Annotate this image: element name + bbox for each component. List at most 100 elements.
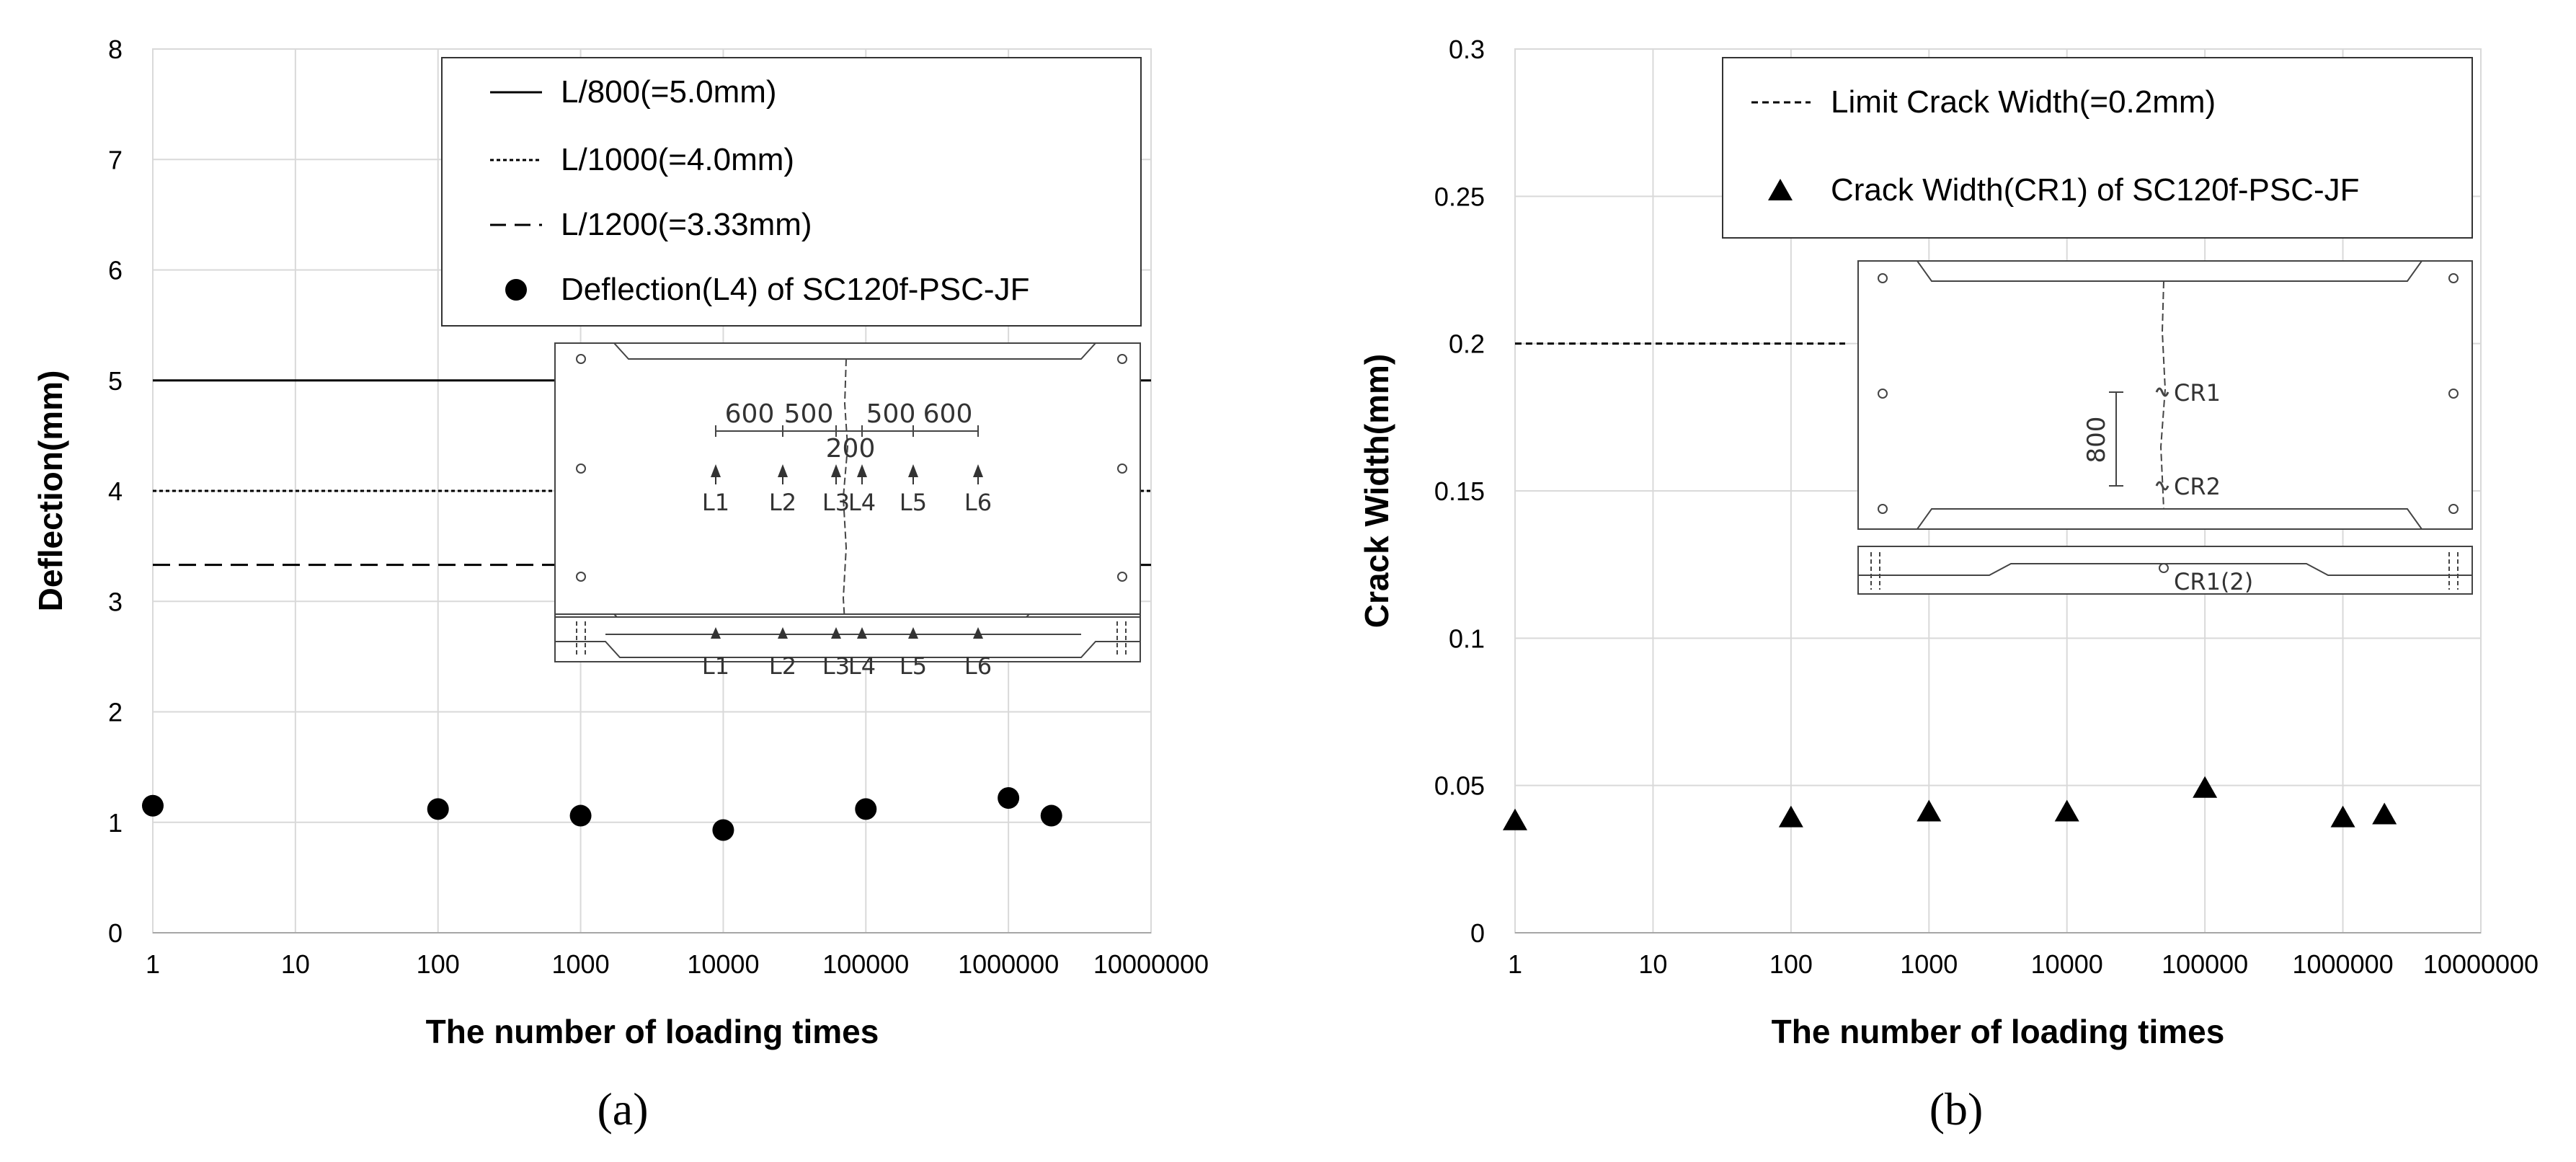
joint-line — [2159, 280, 2167, 510]
y-tick-labels-a: 0 1 2 3 4 5 6 7 8 — [108, 35, 123, 948]
sensor-arrow-icon — [831, 627, 841, 639]
x-tick-label: 1 — [1508, 949, 1522, 979]
anchor-hole-icon — [1117, 464, 1127, 474]
x-tick-label: 100 — [417, 949, 460, 979]
legend-entry-l1200: L/1200(=3.33mm) — [561, 207, 812, 242]
sensor-label: L4 — [848, 652, 876, 680]
sensor-label: L2 — [769, 652, 796, 680]
gauge-label-cr1: CR1 — [2174, 379, 2221, 407]
sensor-markers-plan — [711, 464, 983, 484]
x-axis-title-b: The number of loading times — [1772, 1013, 2225, 1050]
dimension-label: 500 — [866, 399, 916, 429]
x-tick-label: 10000000 — [2423, 949, 2539, 979]
slab-top-edge — [555, 342, 1140, 360]
anchor-hole-icon — [2448, 273, 2459, 283]
dimension-label: 500 — [784, 399, 834, 429]
legend-swatch-triangle-marker — [1768, 179, 1793, 200]
anchor-hole-icon — [2448, 389, 2459, 399]
data-point — [855, 798, 877, 820]
data-point — [1778, 805, 1803, 828]
y-axis-title-a: Deflection(mm) — [32, 371, 69, 612]
x-tick-label: 10000 — [2031, 949, 2103, 979]
y-tick-label: 5 — [108, 366, 123, 396]
y-axis-title-b: Crack Width(mm) — [1358, 354, 1395, 628]
sensor-arrow-icon — [857, 627, 867, 639]
data-point — [2193, 776, 2218, 798]
y-tick-label: 2 — [108, 698, 123, 727]
data-points-b — [1503, 776, 2397, 830]
y-tick-labels-b: 0 0.05 0.1 0.15 0.2 0.25 0.3 — [1434, 35, 1485, 948]
data-point — [1503, 808, 1527, 830]
sensor-arrow-icon — [778, 464, 788, 477]
gauge-label-cr2: CR2 — [2174, 473, 2221, 500]
data-point — [1917, 799, 1942, 822]
sensor-labels-elevation: L1 L2 L3 L4 L5 L6 — [702, 652, 992, 680]
x-axis-title-a: The number of loading times — [426, 1013, 879, 1050]
data-point — [2054, 799, 2079, 822]
sensor-label: L1 — [702, 652, 729, 680]
legend-entry-l1000: L/1000(=4.0mm) — [561, 142, 794, 177]
crack-gauge-inset-b: 800 CR1 CR2 CR1(2) — [1857, 260, 2473, 595]
data-point — [2372, 802, 2397, 825]
x-tick-label: 100000 — [2162, 949, 2248, 979]
dimension-label: 600 — [725, 399, 775, 429]
anchor-hole-icon — [2448, 504, 2459, 514]
anchor-hole-icon — [1878, 504, 1888, 514]
legend-entry-limit-crack-width: Limit Crack Width(=0.2mm) — [1831, 84, 2216, 120]
x-tick-label: 10000000 — [1093, 949, 1209, 979]
x-tick-label: 100 — [1769, 949, 1813, 979]
gauge-label-cr1-2: CR1(2) — [2174, 568, 2253, 595]
y-tick-label: 0.05 — [1434, 771, 1485, 801]
y-tick-label: 0.3 — [1449, 35, 1485, 64]
data-point — [569, 804, 592, 827]
x-tick-label: 1000 — [552, 949, 610, 979]
data-point — [712, 819, 734, 841]
sensor-label: L6 — [964, 652, 992, 680]
legend-b: Limit Crack Width(=0.2mm) Crack Width(CR… — [1722, 57, 2473, 239]
panel-b-crack-width-chart: 0 0.05 0.1 0.15 0.2 0.25 0.3 1 10 100 1000 10000 10… — [1358, 35, 2539, 1135]
sensor-arrow-icon — [778, 627, 788, 639]
inset-plan-frame-a — [554, 342, 1141, 661]
legend-swatch-circle-marker — [505, 279, 527, 301]
x-tick-label: 1000000 — [2292, 949, 2393, 979]
x-tick-label: 10 — [281, 949, 310, 979]
crack-gauge-icon — [2155, 481, 2169, 491]
sensor-label: L3 — [822, 652, 850, 680]
anchor-hole-icon — [576, 464, 586, 474]
sensor-arrow-icon — [973, 464, 983, 477]
y-tick-label: 8 — [108, 35, 123, 64]
dimension-labels: 600 500 500 600 200 — [725, 399, 973, 464]
legend-box-b — [1722, 57, 2473, 239]
y-tick-label: 0.25 — [1434, 182, 1485, 211]
y-tick-label: 0.15 — [1434, 476, 1485, 506]
x-tick-label: 1000000 — [958, 949, 1059, 979]
joint-line — [842, 358, 849, 645]
legend-entry-crack-width: Crack Width(CR1) of SC120f-PSC-JF — [1831, 172, 2359, 208]
y-tick-label: 0 — [1470, 918, 1485, 948]
y-tick-label: 4 — [108, 476, 123, 506]
anchor-hole-icon — [1117, 572, 1127, 582]
x-tick-label: 10000 — [687, 949, 759, 979]
x-tick-label: 1 — [146, 949, 160, 979]
inset-elevation-b: CR1(2) — [1857, 546, 2473, 595]
sensor-label: L3 — [822, 489, 850, 516]
panel-label-b: (b) — [1929, 1083, 1984, 1135]
sensor-arrow-icon — [711, 627, 721, 639]
sensor-layout-inset-a: 600 500 500 600 200 L1 L2 L3 L4 L5 L6 — [554, 342, 1141, 661]
y-tick-label: 0.2 — [1449, 329, 1485, 359]
x-tick-labels-b: 1 10 100 1000 10000 100000 1000000 10000000 — [1508, 949, 2539, 979]
y-tick-label: 0 — [108, 918, 123, 948]
sensor-arrow-icon — [973, 627, 983, 639]
crack-gauge-icon — [2155, 387, 2169, 397]
sensor-markers-elevation — [711, 627, 983, 639]
dimension-label: 200 — [826, 434, 876, 464]
sensor-arrow-icon — [831, 464, 841, 477]
sensor-label: L4 — [848, 489, 876, 516]
y-tick-label: 3 — [108, 587, 123, 616]
sensor-labels-plan: L1 L2 L3 L4 L5 L6 — [702, 489, 992, 516]
anchor-hole-icon — [576, 354, 586, 364]
x-tick-label: 100000 — [822, 949, 909, 979]
sensor-arrow-icon — [908, 627, 918, 639]
